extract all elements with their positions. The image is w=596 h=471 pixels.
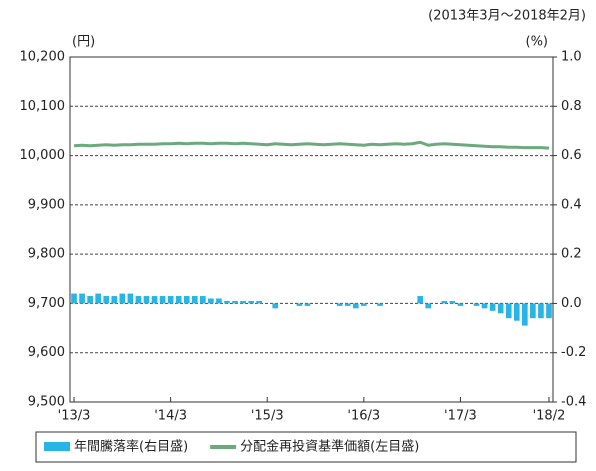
bar (530, 303, 536, 319)
bar (352, 303, 359, 309)
line (73, 140, 550, 150)
bar (473, 303, 480, 306)
y-tick-label: 10,100 (20, 99, 66, 114)
bar (200, 296, 206, 304)
bar (513, 303, 520, 321)
bar (87, 296, 93, 304)
bar (296, 303, 303, 306)
bar (497, 303, 504, 314)
bar (79, 293, 85, 304)
bar (449, 300, 456, 304)
legend-label: 分配金再投資基準価額(左目盛) (240, 439, 419, 455)
y2-unit: (%) (526, 35, 549, 50)
y2-tick-label: -0.2 (561, 345, 586, 360)
bar (522, 303, 528, 326)
bar (232, 300, 238, 304)
bar (159, 296, 166, 304)
y2-tick-label: 0.6 (561, 148, 582, 163)
bar (344, 303, 351, 306)
bar (256, 300, 262, 304)
y2-tick-label: 1.0 (561, 50, 582, 65)
y2-tick-label: 0.4 (561, 197, 582, 212)
bar (151, 296, 158, 304)
y2-tick-label: 0.0 (561, 296, 582, 311)
bar (538, 303, 544, 319)
y2-tick-label: 0.2 (561, 247, 582, 262)
bar (272, 303, 279, 309)
bar (119, 293, 126, 304)
bar (135, 296, 142, 304)
bar (143, 296, 150, 304)
bar (240, 300, 246, 304)
y-tick-label: 10,000 (20, 148, 66, 163)
x-tick-label: '13/3 (58, 409, 91, 424)
y-tick-label: 9,900 (28, 197, 65, 212)
bar (224, 300, 230, 304)
x-tick-label: '16/3 (347, 409, 380, 424)
x-tick-label: '18/2 (533, 409, 566, 424)
y-tick-label: 10,200 (20, 50, 66, 65)
bar (103, 296, 110, 304)
bar (183, 296, 190, 304)
bar (361, 303, 367, 306)
y-tick-label: 9,800 (28, 247, 65, 262)
bar (336, 303, 343, 306)
bar (417, 296, 423, 304)
plot-frame (69, 56, 554, 403)
bar (71, 293, 77, 304)
bar (127, 293, 134, 304)
y2-tick-label: 0.8 (561, 99, 582, 114)
y2-tick-label: -0.4 (561, 395, 586, 410)
y-unit: (円) (72, 35, 95, 50)
y-tick-label: 9,700 (28, 296, 65, 311)
legend-box (35, 431, 577, 463)
bar (377, 303, 383, 306)
bar (304, 303, 311, 306)
y-tick-label: 9,500 (28, 395, 65, 410)
bar (546, 303, 552, 319)
bar (457, 303, 464, 306)
bar (175, 296, 182, 304)
y-tick-label: 9,600 (28, 345, 65, 360)
bar (248, 300, 254, 304)
bar (191, 296, 198, 304)
x-tick-label: '14/3 (154, 409, 187, 424)
bar (481, 303, 488, 309)
bar (111, 296, 118, 304)
x-tick-label: '17/3 (444, 409, 477, 424)
bar (167, 296, 174, 304)
bar (208, 298, 214, 304)
bar (489, 303, 496, 311)
bar (441, 300, 448, 304)
bar (216, 298, 222, 304)
bar (425, 303, 432, 309)
bar (95, 293, 101, 304)
bar (505, 303, 512, 319)
x-tick-label: '15/3 (251, 409, 284, 424)
legend-swatch (44, 442, 70, 451)
legend-label: 年間騰落率(右目盛) (74, 439, 188, 455)
subtitle: (2013年3月～2018年2月) (428, 9, 586, 24)
